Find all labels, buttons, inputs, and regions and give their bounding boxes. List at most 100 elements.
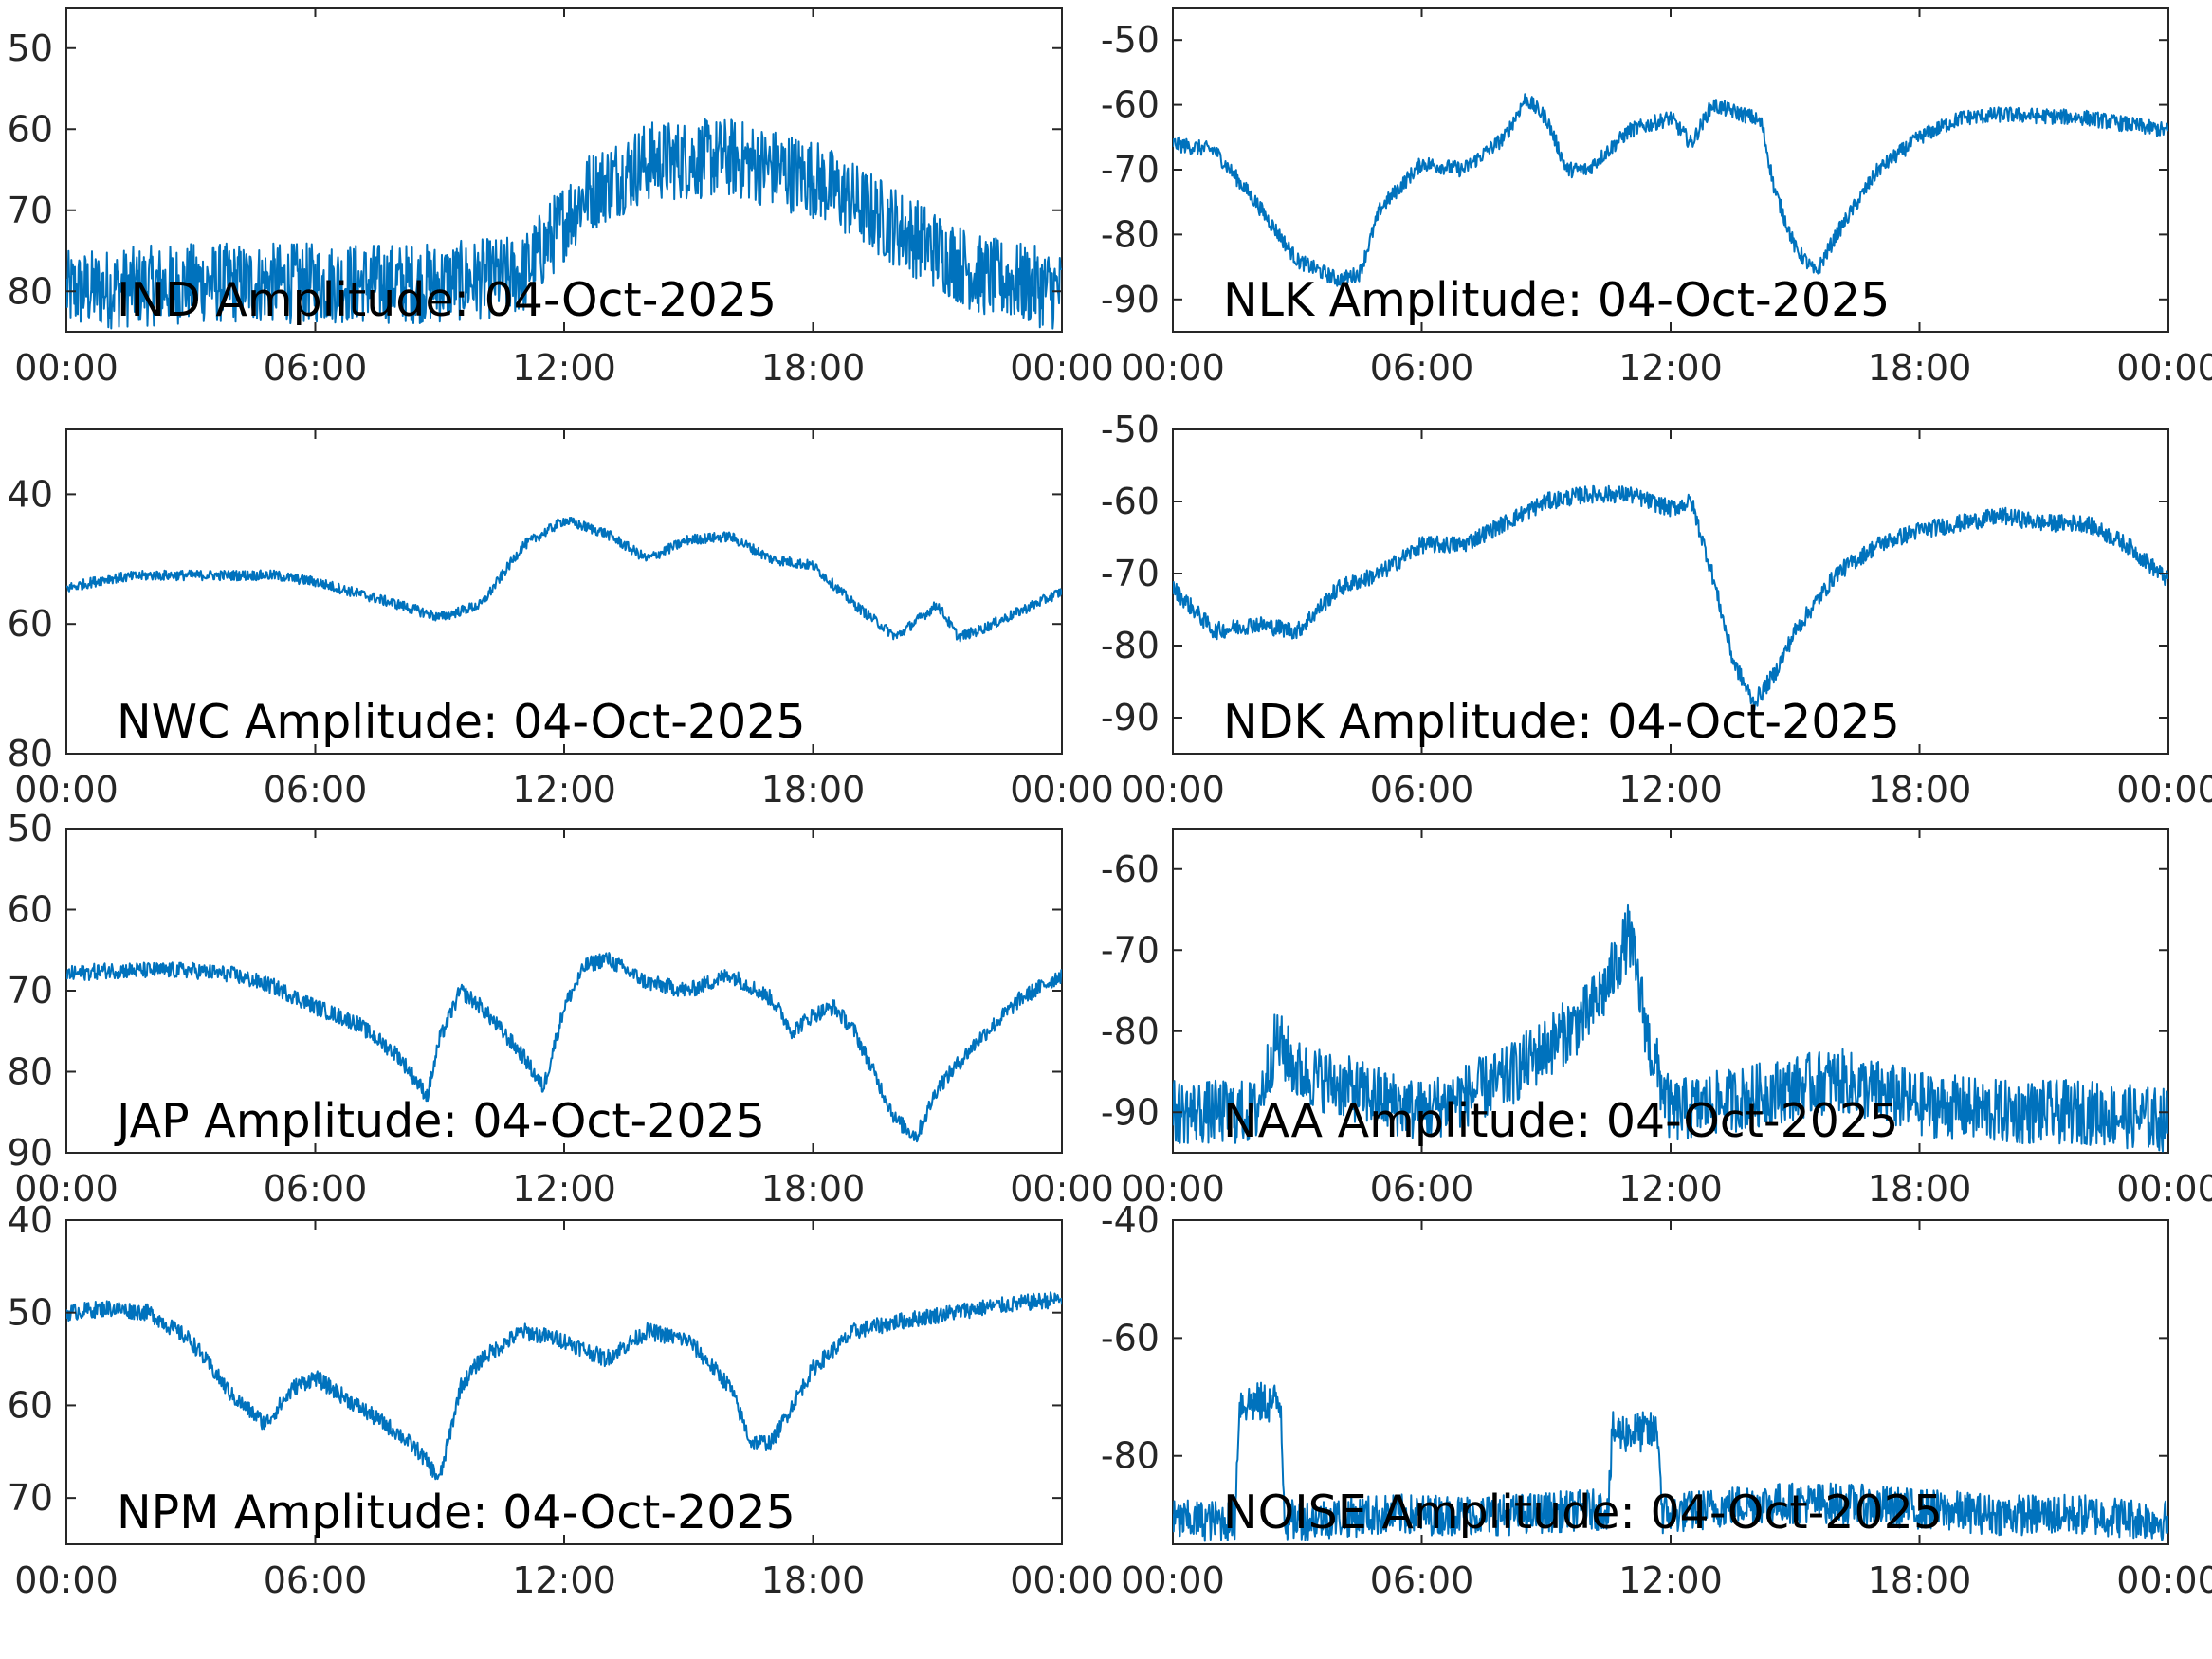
x-tick-label-noise: 06:00 — [1370, 1559, 1474, 1601]
series-line-npm — [66, 1291, 1062, 1481]
x-tick-label-nlk: 00:00 — [2116, 347, 2212, 389]
chart-panel-ndk: -50 -60 -70 -80 -90 00:00 06:00 12:00 18:00 00:00… — [1101, 409, 2212, 811]
x-tick-label-nwc: 00:00 — [1010, 769, 1114, 811]
x-tick-label-npm: 00:00 — [14, 1559, 119, 1601]
y-tick-label-npm: 40 — [8, 1199, 53, 1241]
x-tick-label-ndk: 06:00 — [1370, 769, 1474, 811]
y-tick-label-ind: 70 — [8, 190, 53, 231]
chart-title-noise: NOISE Amplitude: 04-Oct-2025 — [1223, 1486, 1943, 1540]
x-tick-label-npm: 12:00 — [512, 1559, 616, 1601]
series-line-nwc — [66, 517, 1062, 643]
x-tick-label-nwc: 00:00 — [14, 769, 119, 811]
y-tick-label-naa: -80 — [1101, 1011, 1160, 1052]
y-tick-label-ind: 80 — [8, 270, 53, 312]
x-tick-label-nwc: 18:00 — [761, 769, 866, 811]
y-tick-label-noise: -60 — [1101, 1317, 1160, 1358]
y-tick-label-nlk: -80 — [1101, 213, 1160, 255]
y-tick-label-npm: 50 — [8, 1292, 53, 1334]
x-tick-label-ind: 18:00 — [761, 347, 866, 389]
series-line-nlk — [1173, 93, 2168, 287]
y-tick-label-nlk: -90 — [1101, 279, 1160, 320]
y-tick-label-ndk: -50 — [1101, 409, 1160, 450]
x-tick-label-ind: 00:00 — [14, 347, 119, 389]
x-tick-label-noise: 00:00 — [2116, 1559, 2212, 1601]
y-tick-label-noise: -80 — [1101, 1435, 1160, 1477]
y-tick-label-ndk: -70 — [1101, 553, 1160, 594]
x-tick-label-naa: 18:00 — [1868, 1168, 1972, 1210]
x-tick-label-nlk: 06:00 — [1370, 347, 1474, 389]
x-tick-label-nlk: 00:00 — [1121, 347, 1225, 389]
y-tick-label-jap: 80 — [8, 1051, 53, 1093]
x-tick-label-nwc: 12:00 — [512, 769, 616, 811]
y-tick-label-jap: 60 — [8, 889, 53, 931]
y-tick-label-npm: 60 — [8, 1384, 53, 1426]
chart-axes-npm — [65, 1219, 1063, 1545]
y-tick-label-nlk: -60 — [1101, 84, 1160, 126]
chart-panel-naa: -60 -70 -80 -90 00:00 06:00 12:00 18:00 00:00 NAA… — [1101, 828, 2212, 1210]
x-tick-label-npm: 00:00 — [1010, 1559, 1114, 1601]
x-tick-label-npm: 06:00 — [264, 1559, 368, 1601]
y-tick-label-ind: 50 — [8, 27, 53, 69]
x-tick-label-ndk: 18:00 — [1868, 769, 1972, 811]
chart-title-ndk: NDK Amplitude: 04-Oct-2025 — [1223, 695, 1900, 749]
y-tick-label-nwc: 60 — [8, 603, 53, 645]
series-line-noise — [1173, 1381, 2168, 1542]
x-tick-label-jap: 00:00 — [14, 1168, 119, 1210]
chart-title-jap: JAP Amplitude: 04-Oct-2025 — [114, 1094, 765, 1148]
x-tick-label-npm: 18:00 — [761, 1559, 866, 1601]
y-tick-label-ndk: -90 — [1101, 697, 1160, 738]
series-line-ind — [66, 118, 1062, 330]
x-tick-label-nwc: 06:00 — [264, 769, 368, 811]
chart-title-nwc: NWC Amplitude: 04-Oct-2025 — [117, 695, 806, 749]
x-tick-label-jap: 00:00 — [1010, 1168, 1114, 1210]
y-tick-label-nlk: -70 — [1101, 149, 1160, 191]
y-tick-label-jap: 50 — [8, 808, 53, 849]
x-tick-label-ndk: 00:00 — [1121, 769, 1225, 811]
chart-panel-ind: 50 60 70 80 00:00 06:00 12:00 18:00 00:00 IND Amp… — [8, 7, 1114, 389]
chart-panel-noise: -40 -60 -80 00:00 06:00 12:00 18:00 00:00 NOISE … — [1101, 1199, 2212, 1601]
y-tick-label-ind: 60 — [8, 108, 53, 150]
x-tick-label-jap: 18:00 — [761, 1168, 866, 1210]
y-tick-label-naa: -70 — [1101, 929, 1160, 971]
y-tick-label-naa: -60 — [1101, 848, 1160, 890]
y-tick-label-nlk: -50 — [1101, 19, 1160, 61]
x-tick-label-jap: 12:00 — [512, 1168, 616, 1210]
x-tick-label-ndk: 00:00 — [2116, 769, 2212, 811]
chart-title-npm: NPM Amplitude: 04-Oct-2025 — [117, 1486, 795, 1540]
x-tick-label-naa: 06:00 — [1370, 1168, 1474, 1210]
chart-panel-npm: 40 50 60 70 00:00 06:00 12:00 18:00 00:00 NPM Amp… — [8, 1199, 1114, 1601]
chart-axes-ndk — [1172, 428, 2169, 755]
series-line-ndk — [1173, 484, 2168, 711]
y-tick-label-nwc: 40 — [8, 473, 53, 515]
x-tick-label-ndk: 12:00 — [1618, 769, 1723, 811]
y-tick-label-ndk: -60 — [1101, 481, 1160, 522]
x-tick-label-ind: 00:00 — [1010, 347, 1114, 389]
y-tick-label-ndk: -80 — [1101, 625, 1160, 666]
chart-panel-nlk: -50 -60 -70 -80 -90 00:00 06:00 12:00 18:00 00:00… — [1101, 7, 2212, 389]
x-tick-label-ind: 06:00 — [264, 347, 368, 389]
x-tick-label-ind: 12:00 — [512, 347, 616, 389]
x-tick-label-naa: 00:00 — [2116, 1168, 2212, 1210]
x-tick-label-noise: 00:00 — [1121, 1559, 1225, 1601]
x-tick-label-noise: 18:00 — [1868, 1559, 1972, 1601]
x-tick-label-naa: 12:00 — [1618, 1168, 1723, 1210]
y-tick-label-noise: -40 — [1101, 1199, 1160, 1241]
y-tick-label-naa: -90 — [1101, 1091, 1160, 1133]
x-tick-label-jap: 06:00 — [264, 1168, 368, 1210]
y-tick-label-jap: 70 — [8, 970, 53, 1012]
x-tick-label-nlk: 18:00 — [1868, 347, 1972, 389]
y-tick-label-jap: 90 — [8, 1132, 53, 1174]
chart-title-ind: IND Amplitude: 04-Oct-2025 — [117, 273, 777, 327]
chart-axes-jap — [65, 828, 1063, 1154]
series-line-naa — [1173, 903, 2168, 1153]
chart-title-naa: NAA Amplitude: 04-Oct-2025 — [1223, 1094, 1898, 1148]
y-tick-label-nwc: 80 — [8, 733, 53, 775]
chart-axes-nwc — [65, 428, 1063, 755]
chart-title-nlk: NLK Amplitude: 04-Oct-2025 — [1223, 273, 1890, 327]
x-tick-label-noise: 12:00 — [1618, 1559, 1723, 1601]
x-tick-label-naa: 00:00 — [1121, 1168, 1225, 1210]
y-tick-label-npm: 70 — [8, 1477, 53, 1519]
